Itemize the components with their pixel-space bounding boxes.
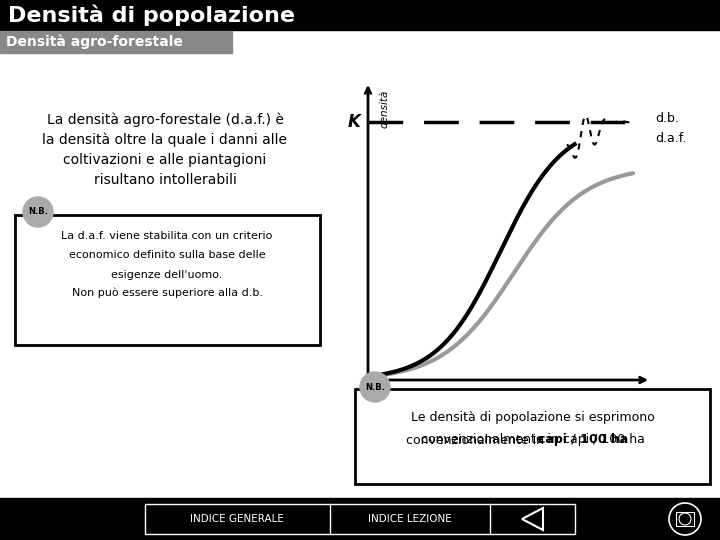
Text: d.a.f.: d.a.f. [655, 132, 686, 145]
Text: Densità agro-forestale: Densità agro-forestale [6, 35, 183, 49]
Text: la densità oltre la quale i danni alle: la densità oltre la quale i danni alle [42, 133, 287, 147]
Bar [0, 498, 720, 540]
Bar [0, 0, 720, 30]
Bar [15, 215, 320, 345]
Text: Le densità di popolazione si esprimono: Le densità di popolazione si esprimono [411, 411, 655, 424]
Text: densità: densità [380, 90, 390, 129]
Text: Non può essere superiore alla d.b.: Non può essere superiore alla d.b. [71, 288, 263, 298]
Text: N.B.: N.B. [365, 382, 385, 392]
Text: coltivazioni e alle piantagioni: coltivazioni e alle piantagioni [63, 153, 266, 167]
Bar [355, 389, 710, 484]
Circle shape [360, 372, 390, 402]
Circle shape [23, 197, 53, 227]
Text: economico definito sulla base delle: economico definito sulla base delle [68, 250, 265, 260]
Text: INDICE LEZIONE: INDICE LEZIONE [368, 514, 452, 524]
Bar [145, 504, 575, 534]
Text: K: K [348, 113, 361, 131]
Text: esigenze dell'uomo.: esigenze dell'uomo. [112, 270, 222, 280]
Bar [0, 31, 232, 53]
Text: INDICE GENERALE: INDICE GENERALE [190, 514, 284, 524]
Text: convenzionalmente in capi / 100 ha: convenzionalmente in capi / 100 ha [421, 434, 645, 447]
Text: N.B.: N.B. [28, 207, 48, 217]
Text: t: t [644, 389, 649, 403]
Text: risultano intollerabili: risultano intollerabili [94, 173, 236, 187]
Text: Densità di popolazione: Densità di popolazione [8, 4, 295, 26]
Bar [676, 512, 694, 526]
Text: La densità agro-forestale (d.a.f.) è: La densità agro-forestale (d.a.f.) è [47, 113, 284, 127]
Text: La d.a.f. viene stabilita con un criterio: La d.a.f. viene stabilita con un criteri… [61, 231, 273, 241]
Text: capi / 100 ha: capi / 100 ha [538, 434, 629, 447]
Text: convenzionalmente in: convenzionalmente in [406, 434, 548, 447]
Text: d.b.: d.b. [655, 112, 679, 125]
